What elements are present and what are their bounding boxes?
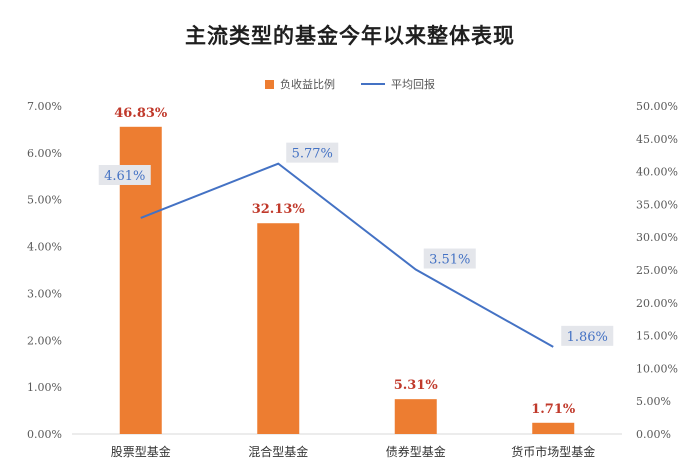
category-label: 货币市场型基金	[511, 444, 595, 459]
left-tick-label: 7.00%	[27, 100, 62, 113]
line-data-label: 4.61%	[104, 169, 145, 184]
legend-item-line: 平均回报	[361, 76, 435, 92]
line-label-bg	[561, 325, 614, 346]
bar	[257, 223, 300, 434]
bar-data-label: 1.71%	[531, 402, 576, 417]
line-label-bg	[423, 248, 476, 269]
bar-data-label: 5.31%	[394, 378, 439, 393]
right-tick-label: 50.00%	[636, 100, 678, 113]
right-tick-label: 25.00%	[636, 264, 678, 277]
left-tick-label: 3.00%	[27, 287, 62, 300]
right-tick-label: 35.00%	[636, 198, 678, 211]
left-tick-label: 6.00%	[27, 147, 62, 160]
legend-swatch-line	[361, 83, 385, 85]
line-data-label: 3.51%	[429, 253, 470, 268]
right-tick-label: 40.00%	[636, 166, 678, 179]
line-label-bg	[98, 164, 151, 185]
left-tick-label: 1.00%	[27, 381, 62, 394]
line-label-bg	[286, 142, 339, 163]
legend-label-line: 平均回报	[391, 78, 435, 91]
left-tick-label: 5.00%	[27, 194, 62, 207]
line-data-label: 5.77%	[292, 147, 333, 162]
category-label: 债券型基金	[386, 444, 446, 459]
category-label: 股票型基金	[111, 444, 171, 459]
right-tick-label: 5.00%	[636, 395, 671, 408]
bar-data-label: 32.13%	[252, 202, 306, 217]
legend-item-bar: 负收益比例	[265, 76, 335, 92]
line-data-label: 1.86%	[567, 330, 608, 345]
line-series	[140, 162, 554, 348]
right-tick-label: 30.00%	[636, 231, 678, 244]
chart-title: 主流类型的基金今年以来整体表现	[185, 23, 515, 48]
right-tick-label: 10.00%	[636, 362, 678, 375]
bar-data-label: 46.83%	[114, 106, 168, 121]
bar	[532, 422, 575, 434]
legend: 负收益比例 平均回报	[0, 76, 700, 92]
right-tick-label: 45.00%	[636, 133, 678, 146]
category-label: 混合型基金	[248, 444, 308, 459]
left-tick-label: 2.00%	[27, 334, 62, 347]
right-tick-label: 0.00%	[636, 428, 671, 441]
legend-label-bar: 负收益比例	[280, 78, 335, 91]
bar	[394, 399, 437, 434]
left-tick-label: 0.00%	[27, 428, 62, 441]
left-tick-label: 4.00%	[27, 241, 62, 254]
right-tick-label: 20.00%	[636, 297, 678, 310]
right-tick-label: 15.00%	[636, 330, 678, 343]
legend-swatch-bar	[265, 79, 274, 89]
